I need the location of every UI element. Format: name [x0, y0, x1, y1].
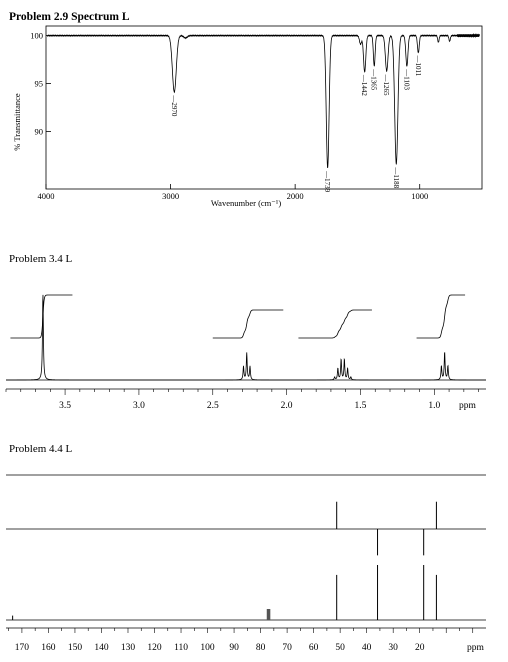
cnmr-x-tick-label: 140: [94, 643, 109, 653]
ir-title: Problem 2.9 Spectrum L: [9, 11, 130, 23]
hnmr-x-tick-label: 2.0: [281, 401, 293, 411]
ir-x-tick-label: 1000: [411, 191, 428, 201]
cnmr-x-tick-label: 40: [362, 643, 372, 653]
cnmr-title: Problem 4.4 L: [9, 443, 73, 455]
cnmr-x-tick-label: 160: [41, 643, 56, 653]
cnmr-x-tick-label: 70: [282, 643, 292, 653]
ir-y-tick-label: 95: [35, 79, 44, 89]
ir-peak-label: —1739: [323, 170, 331, 193]
ir-peak-label: —2970: [170, 94, 178, 117]
ir-peak-label: —1011: [414, 55, 422, 77]
cnmr-x-axis: 170 160 150 140 130 120 110 100 90 80 70 60 50 40 30 20: [8, 628, 474, 653]
cnmr-x-tick-label: 60: [309, 643, 319, 653]
hnmr-x-tick-label: 2.5: [207, 401, 219, 411]
cnmr-x-tick-label: 90: [229, 643, 239, 653]
hnmr-x-tick-label: 1.0: [428, 401, 440, 411]
hnmr-x-axis: 3.5 3.0 2.5 2.0 1.5 1.0: [5, 389, 479, 411]
ir-plot-frame: [45, 25, 483, 190]
cnmr-x-tick-label: 80: [256, 643, 266, 653]
ir-x-tick-label: 3000: [162, 191, 179, 201]
ir-y-tick-label: 100: [30, 31, 43, 41]
ir-x-axis: 4000 3000 2000 1000: [38, 184, 428, 201]
hnmr-integral-curves: [10, 294, 466, 339]
ir-peak-labels: —2970 —1739 —1442 —1365 —1265 —1188 —1103 —1011: [170, 55, 422, 193]
hnmr-unit-label: ppm: [459, 401, 477, 411]
cnmr-x-tick-label: 110: [174, 643, 188, 653]
h-nmr-chart: Problem 3.4 L 3.5 3.0 2.5 2.0 1.5 1.0 ppm: [5, 253, 486, 411]
ir-peak-label: —1188: [392, 166, 400, 188]
cnmr-x-tick-label: 50: [335, 643, 345, 653]
hnmr-integral-curve: [212, 309, 284, 339]
ir-chart: Problem 2.9 Spectrum L 100 95 90 4000 3000 2…: [9, 11, 483, 208]
c-nmr-chart: Problem 4.4 L 170 160 150 140 130 120 110 100 90…: [6, 443, 486, 653]
hnmr-x-tick-label: 3.0: [133, 401, 145, 411]
ir-transmittance-trace: [46, 32, 480, 168]
hnmr-spectrum-trace: [6, 294, 486, 381]
hnmr-integral-curve: [298, 309, 372, 339]
ir-x-axis-label: Wavenumber (cm⁻¹): [211, 198, 281, 208]
ir-peak-label: —1365: [370, 68, 378, 91]
hnmr-x-tick-label: 3.5: [59, 401, 71, 411]
ir-x-tick-label: 4000: [38, 191, 55, 201]
cnmr-x-tick-label: 130: [121, 643, 136, 653]
ir-peak-label: —1103: [402, 68, 410, 90]
ir-peak-label: —1265: [382, 74, 390, 97]
cnmr-x-tick-label: 100: [200, 643, 215, 653]
hnmr-x-tick-label: 1.5: [355, 401, 367, 411]
ir-x-tick-label: 2000: [287, 191, 304, 201]
cnmr-x-tick-label: 170: [15, 643, 30, 653]
cnmr-peaks: [12, 501, 437, 620]
hnmr-title: Problem 3.4 L: [9, 253, 73, 265]
ir-y-axis-label: % Transmittance: [12, 93, 22, 151]
cnmr-x-tick-label: 30: [388, 643, 398, 653]
hnmr-integral-curve: [416, 294, 466, 339]
hnmr-integral-curve: [10, 294, 73, 339]
ir-y-axis: 100 95 90: [30, 31, 51, 136]
cnmr-x-tick-label: 120: [147, 643, 162, 653]
cnmr-unit-label: ppm: [467, 643, 485, 653]
ir-y-tick-label: 90: [35, 126, 44, 136]
cnmr-x-tick-label: 20: [415, 643, 425, 653]
cnmr-x-tick-label: 150: [68, 643, 83, 653]
ir-peak-label: —1442: [360, 74, 368, 97]
